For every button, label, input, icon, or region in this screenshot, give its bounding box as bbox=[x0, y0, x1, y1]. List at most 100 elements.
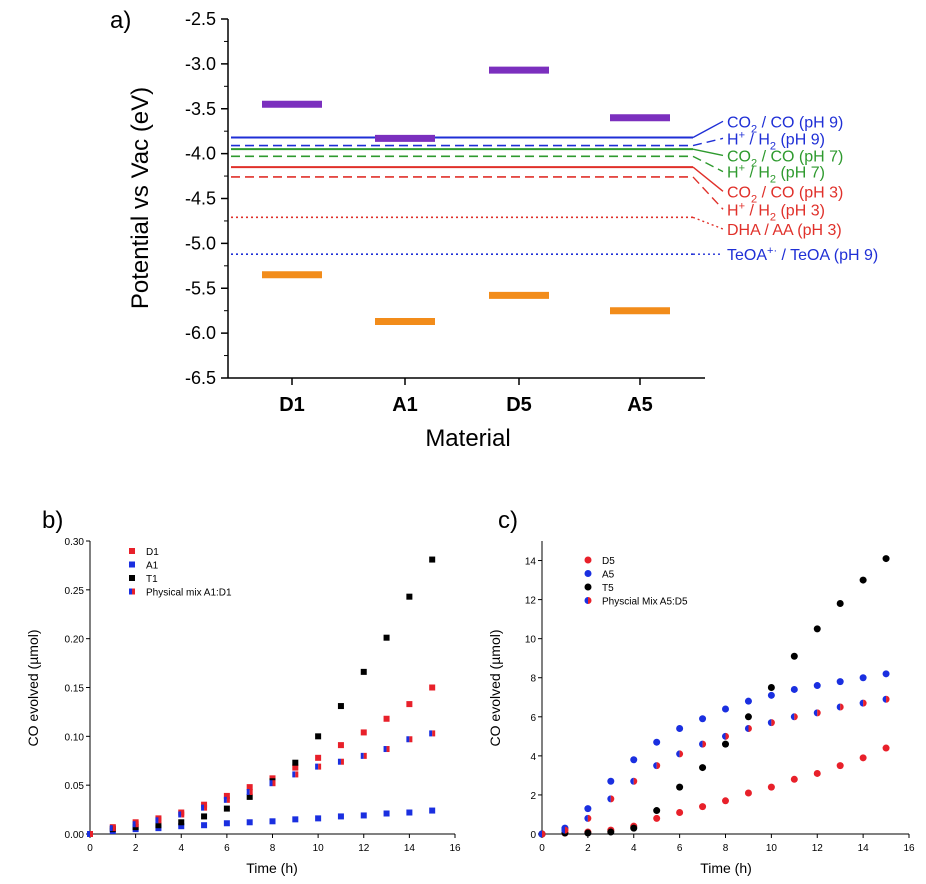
a-reference-leader bbox=[692, 148, 724, 157]
b-data-point bbox=[223, 820, 230, 827]
c-data-point-shape bbox=[882, 555, 890, 563]
c-data-point-shape bbox=[702, 740, 707, 748]
panel-c: c) 0 2 4 6 8 10 12 14 16 0 2 4 6 8 10 12 14 D5 A5 T5 Physcia… bbox=[487, 507, 915, 876]
a-ytick-label: -4.5 bbox=[185, 189, 216, 209]
c-data-point bbox=[607, 795, 615, 803]
b-data-point-shape bbox=[429, 730, 433, 737]
c-data-point-shape bbox=[610, 795, 615, 803]
c-legend-marker bbox=[584, 570, 592, 577]
b-data-point bbox=[406, 593, 413, 600]
c-ytick-label: 10 bbox=[525, 635, 537, 646]
c-data-point-shape bbox=[584, 829, 592, 837]
c-data-point bbox=[859, 754, 867, 762]
c-data-point-shape bbox=[790, 775, 798, 783]
c-data-point-shape bbox=[748, 725, 752, 733]
c-ytick-label: 4 bbox=[530, 752, 536, 763]
c-data-point bbox=[790, 652, 798, 660]
b-data-point-shape bbox=[109, 825, 113, 832]
a-xtick-label: D1 bbox=[279, 394, 305, 416]
b-data-point-shape bbox=[292, 764, 299, 771]
b-data-point-shape bbox=[337, 813, 344, 820]
c-legend-label: A5 bbox=[602, 570, 615, 581]
c-data-point-shape bbox=[561, 826, 565, 834]
b-data-point bbox=[223, 805, 230, 812]
panel-a-label: a) bbox=[110, 7, 131, 34]
a-ref-label-rest: / H bbox=[745, 202, 770, 219]
a-ref-label-sub: 2 bbox=[751, 123, 757, 135]
b-data-point bbox=[315, 733, 322, 740]
a-reference-label: CO2 / CO (pH 3) bbox=[727, 184, 843, 205]
c-data-point bbox=[699, 715, 707, 723]
b-ytick-label: 0.10 bbox=[65, 732, 85, 743]
b-ytick-label: 0.30 bbox=[65, 537, 85, 548]
b-data-point bbox=[383, 634, 390, 641]
c-data-point-shape bbox=[725, 732, 729, 740]
a-ytick-label: -2.5 bbox=[185, 9, 216, 29]
c-data-point-shape bbox=[863, 699, 867, 707]
b-data-point-shape bbox=[360, 752, 364, 759]
c-data-point-shape bbox=[630, 824, 638, 832]
b-data-point-shape bbox=[178, 819, 185, 826]
c-data-point bbox=[676, 725, 684, 733]
c-data-point-shape bbox=[840, 703, 844, 711]
b-data-point bbox=[429, 684, 436, 691]
c-data-point bbox=[859, 699, 867, 707]
b-data-point-shape bbox=[360, 729, 367, 736]
b-data-point bbox=[337, 703, 344, 710]
c-data-point-shape bbox=[699, 715, 707, 723]
panel-b-xlabel: Time (h) bbox=[246, 860, 298, 876]
b-legend-marker-shape bbox=[129, 588, 132, 595]
b-data-point bbox=[178, 811, 185, 818]
b-data-point-shape bbox=[178, 823, 185, 830]
c-data-point-shape bbox=[676, 725, 684, 733]
c-data-point-shape bbox=[653, 807, 661, 815]
b-data-point-shape bbox=[363, 752, 367, 759]
b-data-point-shape bbox=[181, 811, 185, 818]
panel-c-ylabel: CO evolved (µmol) bbox=[487, 630, 503, 747]
b-data-point-shape bbox=[249, 789, 253, 796]
c-data-point bbox=[538, 830, 546, 838]
c-xtick-label: 6 bbox=[677, 843, 683, 854]
panel-a-xlabel: Material bbox=[425, 425, 510, 452]
c-data-point-shape bbox=[584, 814, 588, 822]
c-xtick-label: 10 bbox=[766, 843, 778, 854]
b-data-point bbox=[246, 789, 253, 796]
a-reference-label: H+ / H2 (pH 9) bbox=[727, 129, 825, 152]
b-data-point-shape bbox=[226, 796, 230, 803]
b-data-point-shape bbox=[292, 816, 299, 823]
b-legend-marker-shape bbox=[129, 575, 135, 581]
c-data-point-shape bbox=[836, 678, 844, 686]
c-legend-marker bbox=[584, 583, 592, 591]
c-data-point bbox=[836, 762, 844, 770]
c-data-point-shape bbox=[859, 674, 867, 682]
a-ytick-label: -6.5 bbox=[185, 368, 216, 388]
c-data-point bbox=[722, 740, 729, 748]
b-data-point-shape bbox=[155, 817, 159, 824]
b-legend-label: T1 bbox=[146, 574, 158, 585]
b-data-point-shape bbox=[337, 758, 341, 765]
b-data-point bbox=[337, 742, 344, 749]
panel-c-plot: 0 2 4 6 8 10 12 14 16 0 2 4 6 8 10 12 14 D5 A5 T5 Physcial M… bbox=[525, 541, 915, 854]
b-data-point bbox=[337, 813, 344, 820]
c-ytick-label: 2 bbox=[530, 791, 536, 802]
c-data-point-shape bbox=[859, 699, 864, 707]
c-data-point bbox=[653, 814, 661, 822]
c-legend-marker bbox=[584, 597, 592, 604]
c-data-point-shape bbox=[542, 830, 546, 838]
b-ytick-label: 0.25 bbox=[65, 586, 85, 597]
a-ref-label-sup: + bbox=[739, 200, 745, 212]
b-data-point-shape bbox=[201, 813, 208, 820]
c-data-point bbox=[722, 705, 729, 713]
b-xtick-label: 6 bbox=[224, 843, 230, 854]
b-data-point-shape bbox=[315, 754, 322, 761]
c-data-point bbox=[653, 762, 661, 770]
c-xtick-label: 0 bbox=[539, 843, 545, 854]
c-data-point-shape bbox=[813, 769, 821, 777]
c-data-point bbox=[767, 719, 775, 727]
b-data-point bbox=[178, 823, 185, 830]
b-data-point-shape bbox=[406, 593, 413, 600]
c-xtick-label: 14 bbox=[858, 843, 870, 854]
panel-b-label: b) bbox=[42, 507, 63, 534]
b-data-point bbox=[315, 763, 322, 770]
b-data-point bbox=[406, 736, 413, 743]
